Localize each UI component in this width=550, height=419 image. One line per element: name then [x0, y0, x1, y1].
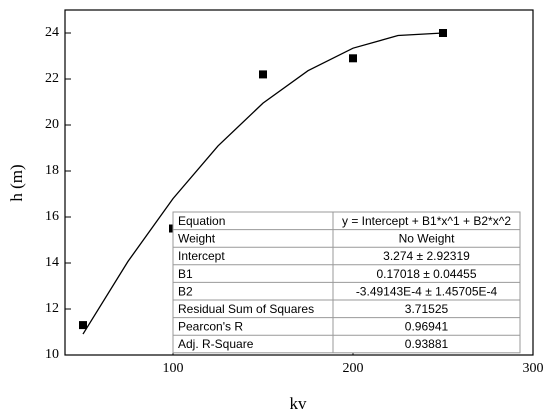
table-value: 0.17018 ± 0.04455: [376, 267, 476, 281]
table-value: 0.93881: [405, 337, 449, 351]
data-point: [259, 70, 267, 79]
table-value: 0.96941: [405, 320, 449, 334]
y-tick-label: 20: [45, 117, 59, 132]
x-axis-label: kv: [290, 394, 308, 413]
y-tick-label: 24: [45, 25, 59, 40]
table-label: B2: [178, 284, 193, 298]
data-point: [349, 54, 357, 63]
table-label: Intercept: [178, 249, 225, 263]
data-point: [439, 29, 447, 37]
y-tick-label: 12: [45, 301, 59, 316]
table-value: y = Intercept + B1*x^1 + B2*x^2: [342, 214, 511, 228]
table-value: No Weight: [399, 232, 455, 246]
fit-curve: [82, 32, 444, 335]
table-label: Pearcon's R: [178, 320, 243, 334]
y-tick-label: 16: [45, 209, 59, 224]
y-tick-label: 18: [45, 163, 59, 178]
table-label: Equation: [178, 214, 225, 228]
table-label: Residual Sum of Squares: [178, 302, 314, 316]
table-label: Weight: [178, 232, 216, 246]
table-value: 3.71525: [405, 302, 449, 316]
table-value: 3.274 ± 2.92319: [383, 249, 470, 263]
x-tick-label: 200: [343, 361, 364, 376]
table-label: B1: [178, 267, 193, 281]
y-axis-label: h (m): [7, 164, 26, 201]
data-point: [79, 321, 87, 330]
plot-frame: [64, 9, 534, 356]
y-tick-label: 22: [45, 71, 59, 86]
y-tick-label: 14: [45, 255, 59, 270]
x-tick-label: 300: [523, 361, 544, 376]
y-tick-label: 10: [45, 347, 59, 362]
table-label: Adj. R-Square: [178, 337, 254, 351]
x-tick-label: 100: [163, 361, 184, 376]
table-value: -3.49143E-4 ± 1.45705E-4: [356, 284, 498, 298]
